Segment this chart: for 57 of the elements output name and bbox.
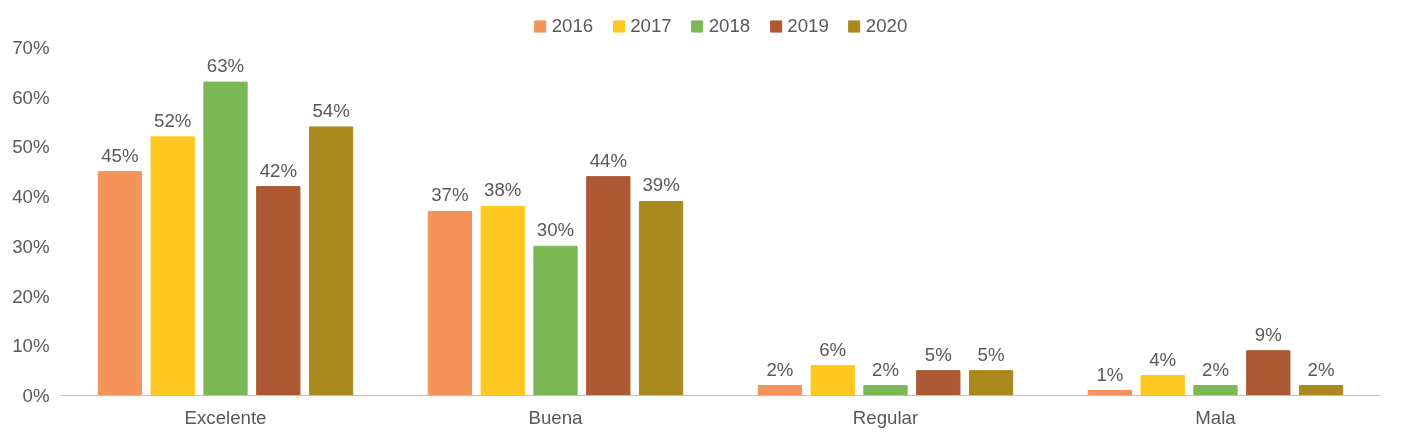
y-tick-label: 50% — [12, 136, 50, 158]
bar — [757, 385, 803, 396]
bar — [256, 186, 301, 396]
legend-label: 2019 — [787, 15, 829, 37]
y-tick-label: 20% — [12, 285, 50, 307]
bar — [480, 205, 525, 396]
bar — [150, 136, 195, 396]
data-label: 63% — [206, 55, 245, 77]
legend-label: 2017 — [630, 15, 672, 37]
data-label: 30% — [536, 219, 575, 241]
bar — [427, 210, 473, 396]
x-tick-label: Excelente — [184, 406, 267, 428]
bar — [586, 176, 631, 396]
bar — [1087, 390, 1133, 396]
y-tick-label: 0% — [22, 385, 50, 406]
data-label: 37% — [431, 184, 469, 206]
x-tick-label: Buena — [528, 406, 584, 428]
legend-label: 2020 — [865, 15, 908, 37]
bar — [1193, 385, 1238, 396]
y-tick-label: 30% — [12, 235, 50, 257]
data-label: 1% — [1096, 363, 1124, 385]
bar — [916, 370, 961, 396]
data-label: 52% — [154, 109, 192, 131]
data-label: 6% — [819, 338, 847, 360]
bar — [863, 385, 908, 396]
data-label: 5% — [977, 343, 1005, 365]
bar — [203, 81, 248, 396]
legend-label: 2016 — [551, 15, 594, 37]
bar — [533, 245, 578, 396]
y-tick-label: 60% — [12, 86, 50, 108]
x-tick-label: Mala — [1195, 406, 1237, 428]
data-label: 45% — [101, 144, 139, 166]
bar — [1298, 385, 1344, 396]
data-label: 54% — [312, 99, 350, 121]
data-label: 38% — [484, 179, 522, 201]
legend-label: 2018 — [708, 15, 751, 37]
data-label: 39% — [642, 174, 680, 196]
data-label: 9% — [1254, 323, 1282, 345]
y-tick-label: 10% — [12, 335, 50, 357]
data-label: 5% — [924, 343, 952, 365]
data-label: 2% — [1307, 358, 1335, 380]
bar — [968, 370, 1014, 396]
y-tick-label: 70% — [12, 36, 50, 58]
bar — [1246, 350, 1291, 396]
data-label: 4% — [1149, 348, 1177, 370]
bar — [638, 200, 684, 396]
bar — [810, 365, 855, 396]
data-label: 42% — [259, 159, 297, 181]
bar — [1140, 375, 1185, 396]
data-label: 2% — [872, 358, 899, 380]
data-label: 2% — [1202, 358, 1229, 380]
y-tick-label: 40% — [12, 186, 50, 208]
data-label: 44% — [589, 149, 627, 171]
data-label: 2% — [766, 358, 794, 380]
bar — [308, 126, 354, 396]
x-tick-label: Regular — [852, 406, 919, 428]
bar — [97, 171, 143, 396]
